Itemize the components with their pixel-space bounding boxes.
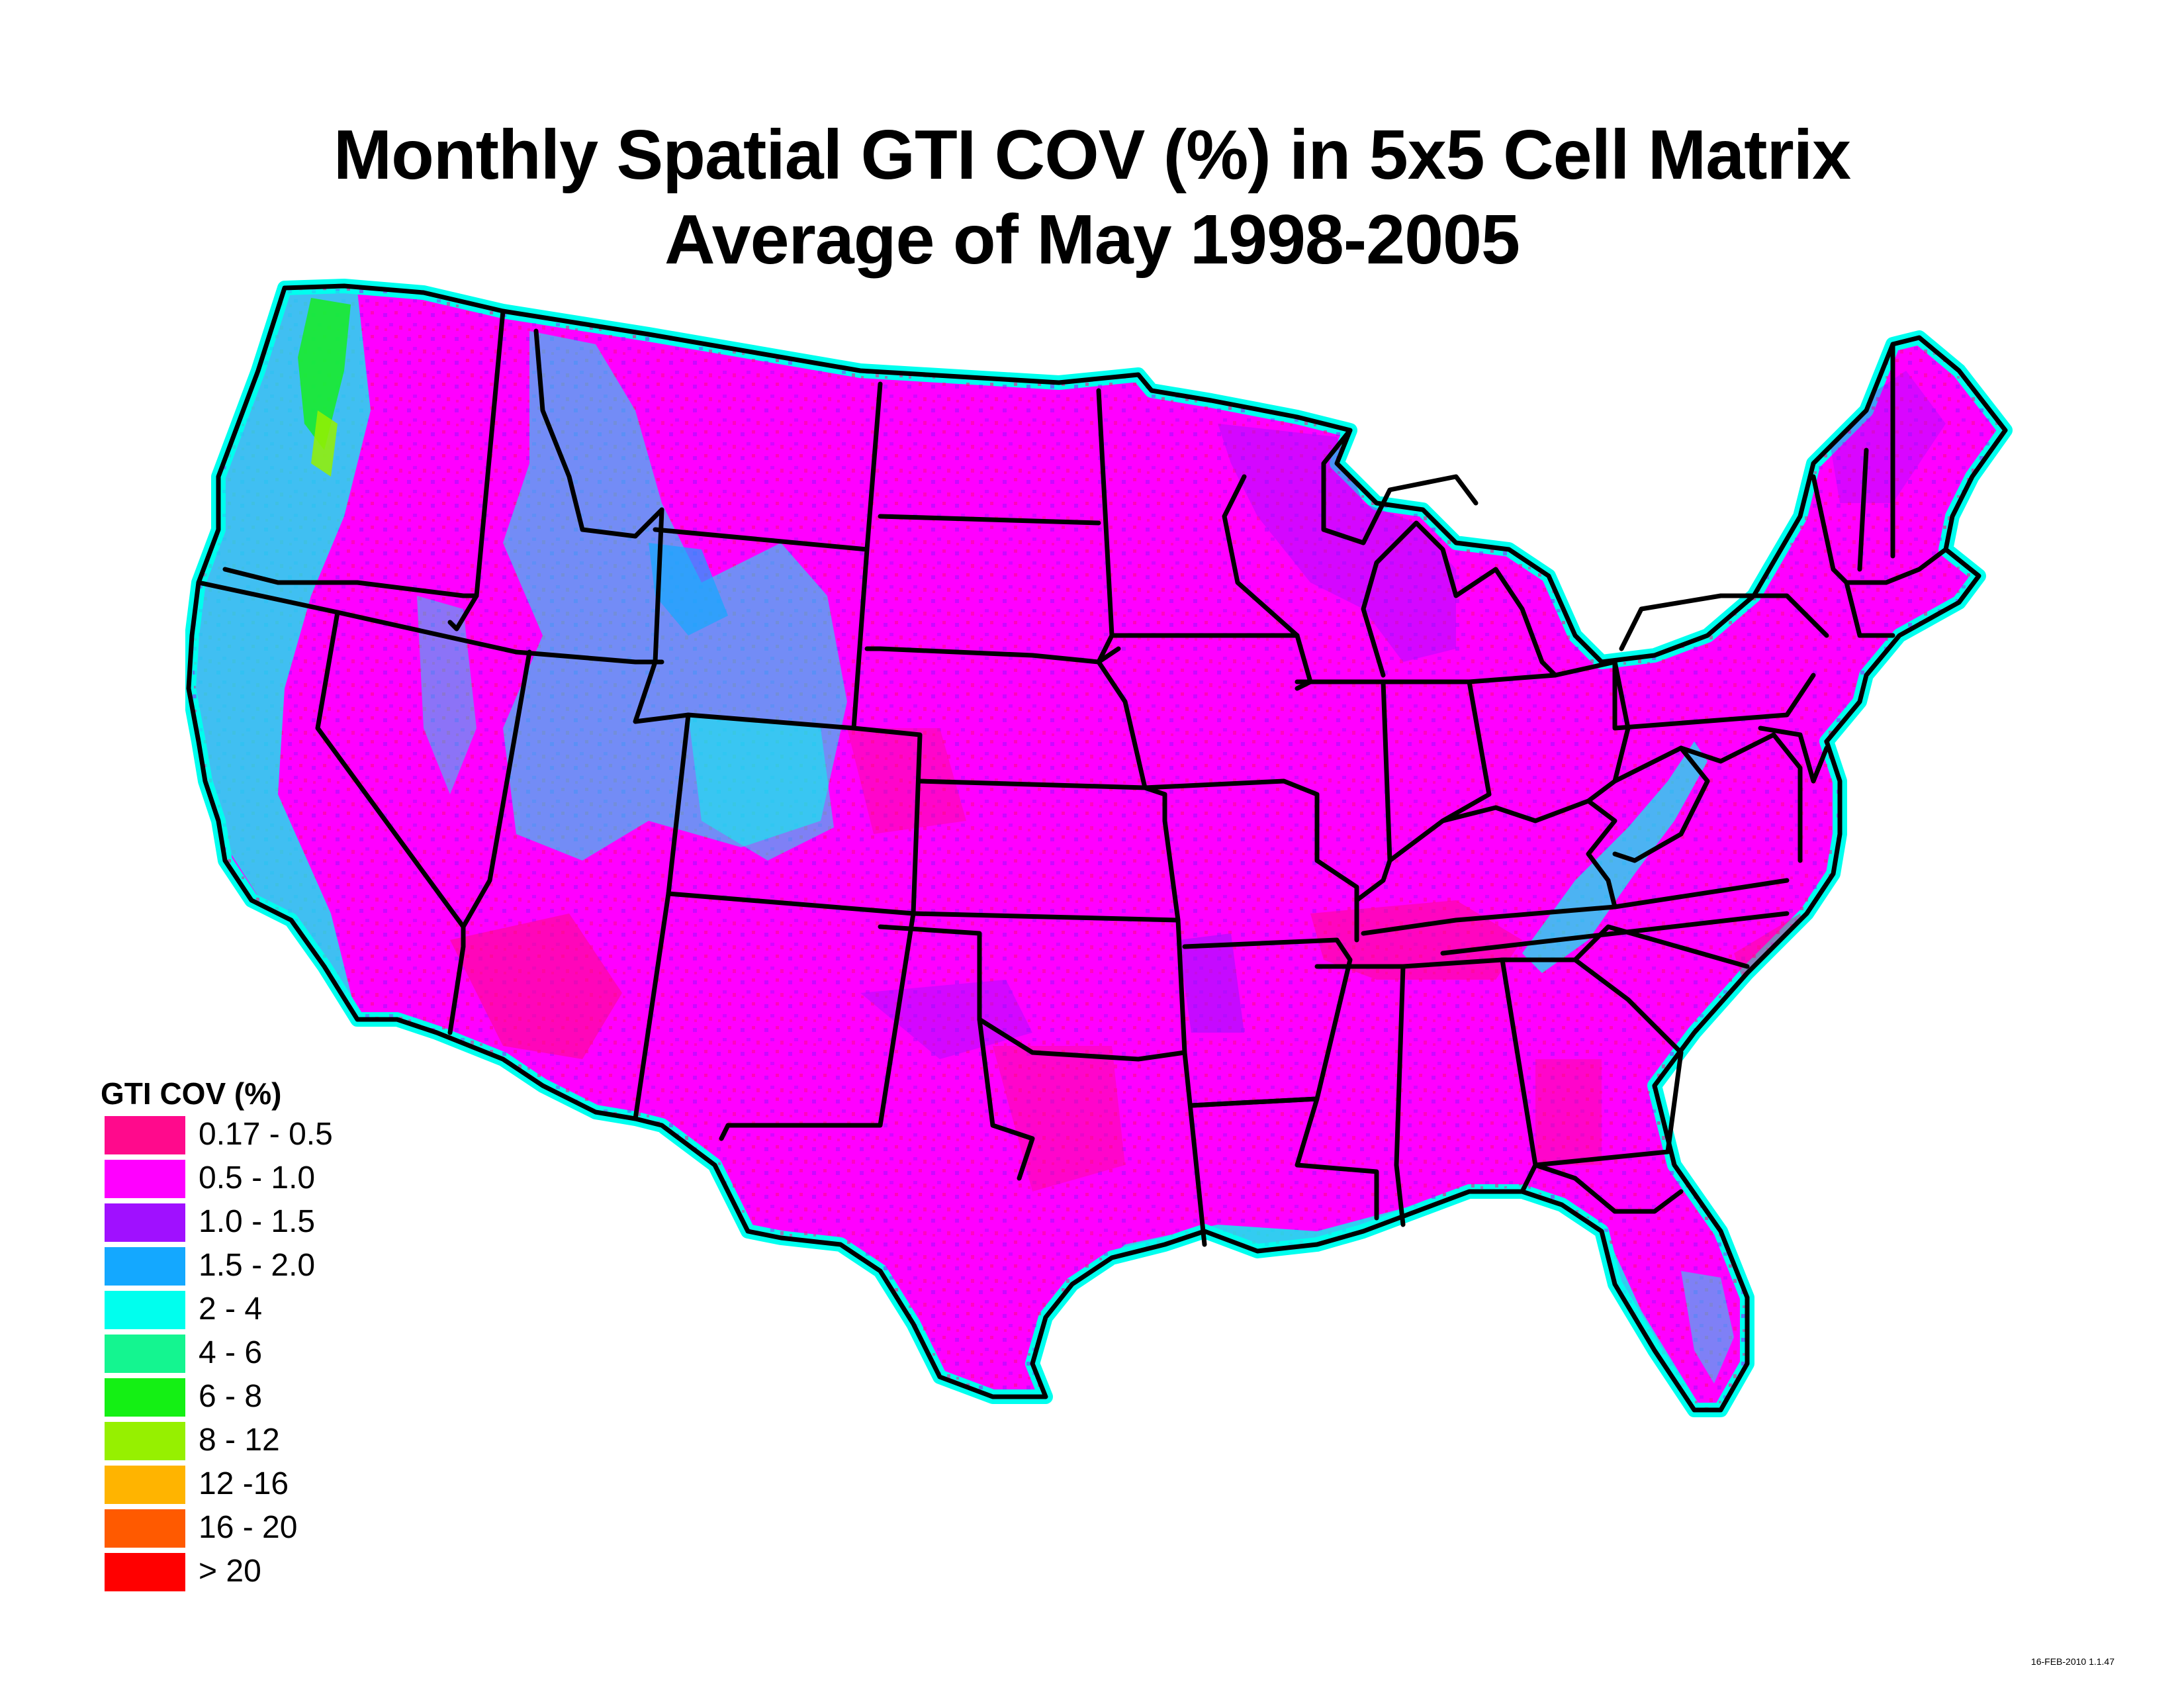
legend-label: 1.0 - 1.5 (199, 1204, 316, 1239)
map-fill (185, 279, 2013, 1417)
legend-item: 16 - 20 (101, 1507, 471, 1550)
legend-swatch (105, 1247, 185, 1286)
date-stamp: 16-FEB-2010 1.1.47 (2030, 1656, 2115, 1667)
us-map-canvas (185, 279, 2013, 1417)
legend-swatch (105, 1378, 185, 1417)
legend-item: 1.5 - 2.0 (101, 1244, 471, 1288)
legend-swatch (105, 1422, 185, 1460)
legend-swatch (105, 1291, 185, 1329)
legend-item: 4 - 6 (101, 1332, 471, 1376)
legend-item: 0.5 - 1.0 (101, 1157, 471, 1201)
legend-label: 0.17 - 0.5 (199, 1117, 333, 1152)
legend-item: 2 - 4 (101, 1288, 471, 1332)
legend-item: 1.0 - 1.5 (101, 1201, 471, 1244)
legend-label: 16 - 20 (199, 1510, 298, 1545)
us-map (185, 265, 2038, 1443)
legend-swatch (105, 1509, 185, 1548)
legend-swatch (105, 1116, 185, 1154)
legend-swatch (105, 1335, 185, 1373)
legend-label: 8 - 12 (199, 1423, 280, 1458)
legend-item: > 20 (101, 1550, 471, 1594)
legend-item: 12 -16 (101, 1463, 471, 1507)
legend-swatch (105, 1160, 185, 1198)
legend-label: 12 -16 (199, 1466, 289, 1501)
legend-swatch (105, 1203, 185, 1242)
legend-swatch (105, 1466, 185, 1504)
legend-label: 0.5 - 1.0 (199, 1160, 316, 1196)
title-line-1: Monthly Spatial GTI COV (%) in 5x5 Cell … (333, 116, 1851, 194)
map-title: Monthly Spatial GTI COV (%) in 5x5 Cell … (0, 113, 2184, 282)
legend-label: 2 - 4 (199, 1291, 263, 1327)
map-legend: GTI COV (%) 0.17 - 0.5 0.5 - 1.0 1.0 - 1… (101, 1074, 471, 1594)
state-boundaries (186, 283, 2008, 1413)
legend-swatch (105, 1553, 185, 1591)
legend-label: 4 - 6 (199, 1335, 263, 1370)
legend-title: GTI COV (%) (101, 1076, 282, 1111)
legend-item: 8 - 12 (101, 1419, 471, 1463)
title-line-2: Average of May 1998-2005 (664, 201, 1520, 279)
legend-item: 6 - 8 (101, 1376, 471, 1419)
legend-item: 0.17 - 0.5 (101, 1113, 471, 1157)
legend-label: 6 - 8 (199, 1379, 263, 1414)
legend-label: > 20 (199, 1554, 261, 1589)
legend-rows: 0.17 - 0.5 0.5 - 1.0 1.0 - 1.5 1.5 - 2.0… (101, 1113, 471, 1594)
legend-label: 1.5 - 2.0 (199, 1248, 316, 1283)
